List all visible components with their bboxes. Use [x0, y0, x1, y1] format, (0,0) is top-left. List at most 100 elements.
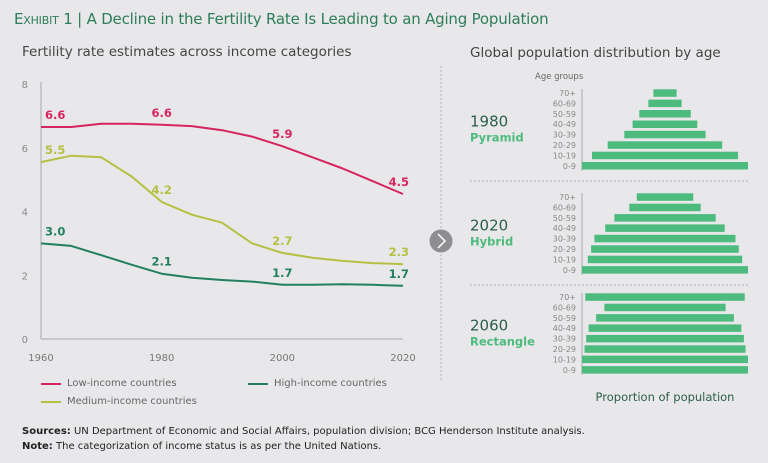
age-group-label: 70+ [559, 293, 576, 302]
age-group-label: 0-9 [563, 266, 576, 275]
age-groups-label: Age groups [535, 72, 584, 82]
x-tick-label: 2020 [390, 353, 415, 364]
note-label: Note: [22, 441, 53, 452]
age-group-label: 0-9 [563, 366, 576, 375]
population-bar [592, 151, 739, 160]
panel-shape: Hybrid [470, 234, 513, 248]
legend-label: Medium-income countries [67, 396, 197, 407]
population-pyramid-chart: Age groups70+60-6950-5940-4930-3920-2910… [429, 66, 748, 404]
footer: Sources: UN Department of Economic and S… [22, 424, 585, 454]
population-bar [653, 89, 677, 97]
age-group-label: 70+ [559, 89, 576, 98]
age-group-label: 30-39 [553, 131, 576, 140]
x-tick-label: 1960 [28, 353, 53, 364]
data-label: 4.5 [389, 175, 409, 189]
age-group-label: 70+ [559, 193, 576, 202]
panel-year: 1980 [470, 112, 508, 130]
age-group-label: 40-49 [553, 120, 576, 129]
x-tick-label: 2000 [270, 353, 295, 364]
series-line-medium-income-countries [40, 154, 404, 266]
note-line: Note: The categorization of income statu… [22, 439, 585, 454]
x-tick-label: 1980 [149, 353, 174, 364]
y-tick-label: 4 [22, 208, 28, 219]
population-bar [624, 130, 706, 139]
y-tick-label: 2 [22, 271, 28, 282]
age-group-label: 50-59 [553, 110, 576, 119]
population-bar [614, 214, 716, 222]
age-group-label: 60-69 [553, 303, 576, 312]
population-bar [582, 355, 748, 364]
population-bar [648, 99, 682, 108]
age-group-label: 0-9 [563, 162, 576, 171]
population-bar [582, 366, 748, 374]
data-label: 3.0 [45, 224, 65, 238]
data-label: 2.7 [272, 234, 292, 248]
fertility-line-chart: 0 2 4 6 8 1960 1980 2000 2020 6.6 6.6 5.9 4.5 5.5 4.2 2… [22, 80, 416, 364]
data-label: 6.6 [151, 106, 171, 120]
legend-swatch [248, 382, 268, 385]
panel-year: 2020 [470, 216, 508, 234]
age-group-label: 50-59 [553, 214, 576, 223]
pyramid-chart-title: Global population distribution by age [470, 45, 721, 61]
age-group-label: 30-39 [553, 335, 576, 344]
data-label: 4.2 [151, 183, 171, 197]
legend-label: Low-income countries [67, 378, 177, 389]
population-bar [594, 234, 736, 243]
sources-line: Sources: UN Department of Economic and S… [22, 424, 585, 439]
data-label: 5.5 [45, 143, 65, 157]
line-chart-title: Fertility rate estimates across income c… [22, 44, 352, 60]
age-group-label: 40-49 [553, 324, 576, 333]
age-group-label: 10-19 [553, 355, 576, 364]
legend-swatch [41, 382, 61, 385]
data-label: 1.7 [272, 266, 292, 280]
data-label: 1.7 [389, 267, 409, 281]
population-bar [607, 141, 723, 149]
population-bar [632, 120, 698, 128]
arrow-circle [429, 229, 453, 253]
population-bar [636, 193, 694, 201]
sources-text: UN Department of Economic and Social Aff… [70, 426, 585, 437]
note-text: The categorization of income status is a… [52, 441, 382, 452]
age-group-label: 60-69 [553, 203, 576, 212]
legend-swatch [41, 400, 61, 403]
panel-year: 2060 [470, 316, 508, 334]
data-label: 6.6 [45, 108, 65, 122]
y-tick-label: 8 [22, 80, 28, 91]
chevron-glyph [437, 233, 447, 249]
population-bar [582, 266, 748, 274]
age-group-label: 10-19 [553, 255, 576, 264]
panel-shape: Pyramid [470, 130, 524, 144]
population-bar [591, 245, 739, 253]
legend-item-medium-income: Medium-income countries [41, 396, 197, 407]
population-bar [604, 303, 726, 312]
population-bar [596, 314, 734, 322]
series-line-low-income-countries [41, 122, 404, 195]
exhibit-title: Exhibit 1 | A Decline in the Fertility R… [14, 10, 549, 28]
population-bar [605, 224, 725, 232]
sources-label: Sources: [22, 426, 71, 437]
exhibit-separator: | [77, 10, 82, 28]
y-tick-label: 6 [22, 144, 28, 155]
data-label: 2.1 [151, 255, 171, 269]
exhibit-label: Exhibit 1 [14, 10, 73, 28]
age-group-label: 20-29 [553, 245, 576, 254]
legend-item-high-income: High-income countries [248, 378, 387, 389]
age-group-label: 20-29 [553, 141, 576, 150]
exhibit-heading: A Decline in the Fertility Rate Is Leadi… [86, 10, 549, 28]
age-group-label: 50-59 [553, 314, 576, 323]
age-group-label: 20-29 [553, 345, 576, 354]
population-bar [584, 345, 746, 353]
y-tick-label: 0 [22, 335, 28, 346]
data-label: 5.9 [272, 127, 292, 141]
age-group-label: 30-39 [553, 235, 576, 244]
population-bar [629, 203, 701, 212]
data-label: 2.3 [389, 245, 409, 259]
proportion-axis-label: Proportion of population [596, 390, 735, 404]
chevron-right-icon [429, 229, 453, 253]
age-group-label: 10-19 [553, 151, 576, 160]
age-group-label: 60-69 [553, 99, 576, 108]
population-bar [585, 293, 745, 301]
